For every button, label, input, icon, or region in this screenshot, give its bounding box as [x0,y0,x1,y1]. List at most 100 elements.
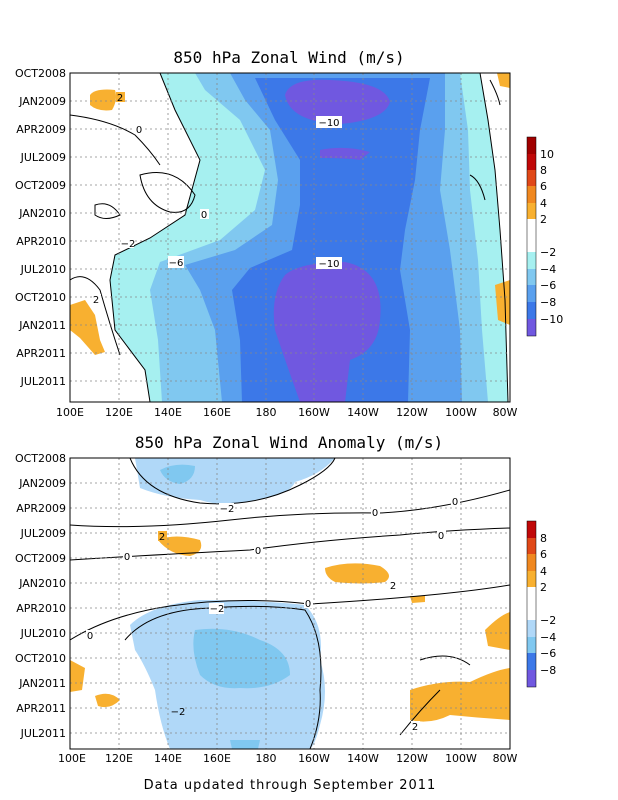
panel2-yticks: OCT2008 JAN2009 APR2009 JUL2009 OCT2009 … [15,452,66,740]
cb1-swatch-lt6 [527,285,536,302]
panel2-clabel: 0 [438,531,444,542]
panel1-ytick: OCT2008 [15,67,66,80]
panel2-xtick: 160E [203,752,231,765]
cb2-label: −6 [540,647,556,660]
panel2-xtick: 80W [493,752,518,765]
cb1-swatch-lt4 [527,269,536,285]
footer-note: Data updated through September 2011 [144,778,437,793]
panel1-clabel: 2 [117,93,123,104]
cb1-swatch-gt6 [527,170,536,186]
panel2-field [70,458,510,749]
panel2-ytick: APR2011 [16,702,66,715]
panel2-contour-misc [399,655,471,736]
panel2-clabel: −2 [210,604,225,615]
panel1-clabel: −10 [318,118,339,129]
panel1-ytick: OCT2009 [15,179,66,192]
panel1-clabel: −10 [318,259,339,270]
panel2-clabel: 2 [390,581,396,592]
panel2-clabel: −2 [171,707,186,718]
cb2-swatch-neutral [527,587,536,620]
cb2-swatch-lt2 [527,620,536,637]
panel2-ytick: JUL2009 [20,527,66,540]
panel1-ytick: JUL2011 [20,375,66,388]
panel1-ytick: APR2009 [16,123,66,136]
panel1-yticks: OCT2008 JAN2009 APR2009 JUL2009 OCT2009 … [15,67,66,388]
panel2-clabel: 0 [305,599,311,610]
panel2-colorbar: 8 6 4 2 −2 −4 −6 −8 [526,520,556,688]
cb1-label: −2 [540,246,556,259]
panel1-contour-misc [70,79,501,356]
panel2-title: 850 hPa Zonal Wind Anomaly (m/s) [135,433,443,452]
panel1-fill-gt2-a [90,89,116,111]
panel2-clabel: 2 [412,722,418,733]
panel2-clabel: 0 [255,546,261,557]
cb2-label: 6 [540,548,547,561]
panel1-fill-gt2-b [70,300,105,355]
panel2-xtick: 140W [347,752,379,765]
cb1-label: 4 [540,197,547,210]
panel1-xtick: 160E [203,406,231,419]
panel2-frame [69,457,511,750]
cb1-swatch-gt8 [527,154,536,170]
panel1-clabel: 2 [93,295,99,306]
cb1-label: 8 [540,164,547,177]
panel1-xtick: 100W [445,406,477,419]
cb1-label: −10 [540,313,563,326]
cb1-label: −8 [540,296,556,309]
panel2-fill-gt2-g [95,693,120,708]
panel1-fill-lt10-a [285,79,390,124]
cb2-label: −4 [540,631,556,644]
panel2-ytick: JAN2011 [18,677,66,690]
panel2-clabel: 0 [124,552,130,563]
cb1-swatch-neutral [527,219,536,252]
panel2-fill-lt4-a [160,464,195,484]
panel2-fill-gt2-a [158,536,202,556]
panel2-ytick: JUL2011 [20,727,66,740]
panel2-xtick: 100E [58,752,86,765]
panel2-fill-gt2-f [70,660,85,692]
panel2-ytick: JAN2010 [18,577,66,590]
panel1-xticks: 100E 120E 140E 160E 180 160W 140W 120W 1… [56,406,518,419]
panel2-ytick: JAN2009 [18,477,66,490]
panel1-xtick: 180 [256,406,277,419]
panel1-colorbar: 10 8 6 4 2 −2 −4 −6 −8 −10 [526,136,563,337]
panel1-ytick: JAN2009 [18,95,66,108]
panel2-fill-gt2-c [410,596,425,603]
cb1-label: −4 [540,263,556,276]
panel2-ytick: OCT2008 [15,452,66,465]
panel1-ytick: APR2011 [16,347,66,360]
cb1-swatch-gt2 [527,203,536,219]
panel2-xtick: 120W [396,752,428,765]
panel1-xtick: 100E [56,406,84,419]
panel2-xticks: 100E 120E 140E 160E 180 160W 140W 120W 1… [58,752,518,765]
panel2-fill-gt2-d [485,612,510,650]
cb1-swatch-lt8 [527,302,536,319]
cb1-label: 10 [540,148,554,161]
panel2-ytick: OCT2009 [15,552,66,565]
cb2-swatch-gt2 [527,571,536,587]
cb2-label: 8 [540,532,547,545]
panel2-clabel: 0 [87,631,93,642]
panel1-contour-labels: 2 0 0 −2 −6 −10 −10 2 [92,92,342,306]
panel2-contour-0a [70,489,510,528]
panel2-fill-lt4-c [230,740,260,749]
cb2-label: 2 [540,581,547,594]
panel2-clabel: 2 [159,532,165,543]
cb2-label: −8 [540,664,556,677]
panel1-title: 850 hPa Zonal Wind (m/s) [173,48,404,67]
panel2-xtick: 100W [445,752,477,765]
panel1-xtick: 140W [347,406,379,419]
cb1-label: 6 [540,180,547,193]
panel1-contour-0 [70,114,196,219]
panel1-xtick: 160W [298,406,330,419]
cb2-label: 4 [540,565,547,578]
panel1-frame [69,72,511,403]
panel2-contour-m2b [124,605,322,749]
panel1-xtick: 120E [105,406,133,419]
panel2-clabel: −2 [220,504,235,515]
panel2-ytick: JUL2010 [20,627,66,640]
cb1-label: 2 [540,213,547,226]
panel1-fill-lt10-b [320,147,370,160]
cb2-swatch-gt4 [527,554,536,571]
